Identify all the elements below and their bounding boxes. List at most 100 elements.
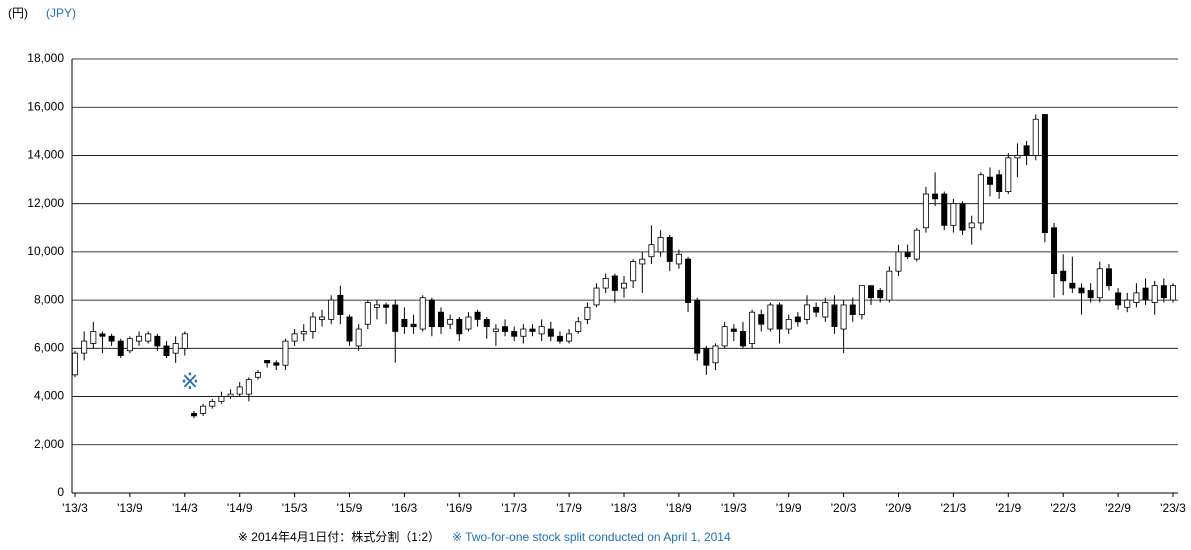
candle-body <box>739 331 746 347</box>
candle-body <box>648 244 655 258</box>
candle-body <box>346 316 353 342</box>
candle-body <box>108 335 115 342</box>
candle-body <box>566 333 573 342</box>
candle-body <box>1105 268 1112 287</box>
x-tick-label: '20/9 <box>886 501 912 515</box>
y-tick-label: 10,000 <box>27 244 64 258</box>
candle-body <box>556 335 563 342</box>
footnote: ※ 2014年4月1日付：株式分割（1:2） <box>238 529 440 544</box>
candle-body <box>529 328 536 332</box>
candle-body <box>90 331 97 344</box>
candle-body <box>126 338 133 352</box>
x-tick-label: '18/3 <box>611 501 637 515</box>
candle-body <box>913 229 920 260</box>
candle-body <box>767 304 774 330</box>
candle-body <box>895 251 902 272</box>
split-annotation: ※ <box>181 369 199 394</box>
candle-body <box>749 311 756 344</box>
candle-body <box>547 328 554 337</box>
candle-body <box>190 413 197 417</box>
candle-body <box>868 285 875 299</box>
candle-body <box>621 282 628 289</box>
candle-body <box>922 193 929 229</box>
footnote-en: ※ Two-for-one stock split conducted on A… <box>452 530 731 544</box>
candle-body <box>474 311 481 320</box>
candle-body <box>602 278 609 289</box>
candle-body <box>163 345 170 356</box>
candle-body <box>136 335 143 342</box>
candle-body <box>419 297 426 330</box>
candle-body <box>291 333 298 342</box>
unit-label: (円) <box>8 6 28 20</box>
candle-body <box>840 304 847 330</box>
candle-body <box>849 304 856 315</box>
candle-body <box>1023 145 1030 156</box>
candle-body <box>264 359 271 364</box>
candle-body <box>959 203 966 231</box>
candle-body <box>703 347 710 366</box>
candle-body <box>181 333 188 349</box>
x-tick-label: '21/9 <box>995 501 1021 515</box>
candle-body <box>364 302 371 325</box>
candle-body <box>1142 287 1149 301</box>
candle-body <box>1096 268 1103 299</box>
candle-body <box>300 331 307 335</box>
x-tick-label: '17/9 <box>556 501 582 515</box>
candle-body <box>254 372 261 378</box>
x-tick-label: '16/3 <box>392 501 418 515</box>
x-tick-label: '22/9 <box>1105 501 1131 515</box>
candle-body <box>941 193 948 226</box>
candle-body <box>694 299 701 354</box>
candle-body <box>410 323 417 328</box>
x-tick-label: '23/3 <box>1160 501 1186 515</box>
candle-body <box>831 304 838 328</box>
candle-body <box>730 328 737 332</box>
candle-body <box>996 174 1003 193</box>
candle-body <box>309 316 316 332</box>
x-tick-label: '16/9 <box>446 501 472 515</box>
candle-body <box>794 316 801 323</box>
candle-body <box>858 285 865 315</box>
y-tick-label: 14,000 <box>27 148 64 162</box>
y-tick-label: 6,000 <box>34 341 64 355</box>
y-tick-label: 8,000 <box>34 292 64 306</box>
candle-body <box>785 318 792 330</box>
candle-body <box>1041 114 1048 234</box>
candle-body <box>218 396 225 402</box>
y-tick-label: 0 <box>57 485 64 499</box>
candle-body <box>968 222 975 229</box>
candle-body <box>611 275 618 291</box>
y-tick-label: 12,000 <box>27 196 64 210</box>
candle-body <box>822 302 829 318</box>
candle-body <box>657 237 664 253</box>
candle-body <box>1014 155 1021 159</box>
candle-body <box>328 299 335 320</box>
candle-body <box>117 340 124 356</box>
candle-body <box>447 318 454 325</box>
y-tick-label: 4,000 <box>34 389 64 403</box>
x-tick-label: '22/3 <box>1050 501 1076 515</box>
candle-body <box>154 335 161 347</box>
candle-body <box>401 318 408 328</box>
candle-body <box>1151 285 1158 303</box>
y-tick-label: 16,000 <box>27 99 64 113</box>
candle-body <box>804 304 811 320</box>
candle-body <box>1087 290 1094 299</box>
x-tick-label: '18/9 <box>666 501 692 515</box>
candle-body <box>776 304 783 330</box>
candle-body <box>209 400 216 407</box>
x-tick-label: '14/9 <box>227 501 253 515</box>
candle-body <box>437 311 444 328</box>
candle-body <box>456 318 463 335</box>
candle-body <box>1078 287 1085 294</box>
x-tick-label: '13/3 <box>62 501 88 515</box>
candle-body <box>721 326 728 347</box>
candle-body <box>492 328 499 332</box>
candle-body <box>511 331 518 337</box>
candle-body <box>1170 285 1177 301</box>
x-tick-label: '19/9 <box>776 501 802 515</box>
candle-body <box>1124 299 1131 308</box>
candle-body <box>877 290 884 299</box>
candle-body <box>145 333 152 342</box>
candle-body <box>1160 285 1167 299</box>
